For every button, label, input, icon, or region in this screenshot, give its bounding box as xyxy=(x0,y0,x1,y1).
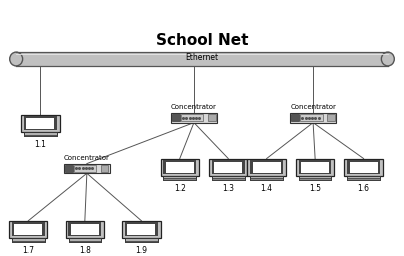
Bar xyxy=(344,158,383,176)
Text: 1.2: 1.2 xyxy=(174,184,186,193)
Bar xyxy=(65,165,72,172)
Bar xyxy=(209,158,247,176)
Bar xyxy=(71,224,99,235)
Bar xyxy=(9,221,48,238)
Bar xyxy=(299,176,331,180)
Bar xyxy=(250,160,283,174)
Bar xyxy=(15,224,42,235)
Bar xyxy=(290,113,336,123)
Bar xyxy=(101,165,108,172)
Bar xyxy=(125,222,158,237)
Ellipse shape xyxy=(381,52,394,66)
Text: 1.1: 1.1 xyxy=(34,140,46,149)
Bar xyxy=(170,113,217,123)
Bar xyxy=(250,178,283,180)
Bar xyxy=(24,132,57,136)
Text: 1.4: 1.4 xyxy=(261,184,273,193)
Bar xyxy=(299,178,331,180)
Bar xyxy=(24,135,57,136)
Bar xyxy=(247,158,286,176)
Bar xyxy=(128,224,155,235)
Bar xyxy=(74,165,96,172)
Text: School Net: School Net xyxy=(156,33,248,48)
Bar xyxy=(172,114,179,121)
Bar xyxy=(21,115,60,132)
Bar xyxy=(161,158,199,176)
Bar xyxy=(16,52,388,66)
Bar xyxy=(68,222,101,237)
Bar xyxy=(212,178,244,180)
Bar xyxy=(65,221,104,238)
Bar xyxy=(212,160,244,174)
Bar xyxy=(253,162,281,173)
Bar xyxy=(163,160,196,174)
Bar xyxy=(347,160,380,174)
Text: 1.9: 1.9 xyxy=(135,246,147,255)
Bar xyxy=(125,238,158,242)
Bar xyxy=(69,241,101,242)
Bar xyxy=(301,162,329,173)
Bar xyxy=(27,118,54,129)
Bar xyxy=(24,116,57,130)
Bar xyxy=(12,222,45,237)
Bar xyxy=(301,114,323,121)
Bar xyxy=(292,114,299,121)
Text: 1.3: 1.3 xyxy=(222,184,234,193)
Bar xyxy=(250,176,283,180)
Bar xyxy=(164,176,196,180)
Bar xyxy=(350,162,378,173)
Text: Ethernet: Ethernet xyxy=(185,53,219,62)
Bar xyxy=(181,114,204,121)
Bar xyxy=(347,176,380,180)
Bar xyxy=(327,114,335,121)
Bar xyxy=(212,176,244,180)
Text: 1.8: 1.8 xyxy=(79,246,91,255)
Bar xyxy=(122,221,160,238)
Bar xyxy=(64,164,110,173)
Bar xyxy=(12,241,44,242)
Bar xyxy=(69,238,101,242)
Bar xyxy=(12,238,44,242)
Bar xyxy=(164,178,196,180)
Bar xyxy=(347,178,380,180)
Text: Concentrator: Concentrator xyxy=(290,104,336,110)
Bar xyxy=(208,114,216,121)
Text: Concentrator: Concentrator xyxy=(171,104,217,110)
Text: 1.5: 1.5 xyxy=(309,184,321,193)
Text: Concentrator: Concentrator xyxy=(64,155,110,161)
Text: 1.6: 1.6 xyxy=(358,184,370,193)
Text: 1.7: 1.7 xyxy=(22,246,34,255)
Bar xyxy=(166,162,194,173)
Bar xyxy=(125,241,158,242)
Bar xyxy=(299,160,332,174)
Bar xyxy=(214,162,242,173)
Ellipse shape xyxy=(10,52,23,66)
Bar xyxy=(296,158,335,176)
